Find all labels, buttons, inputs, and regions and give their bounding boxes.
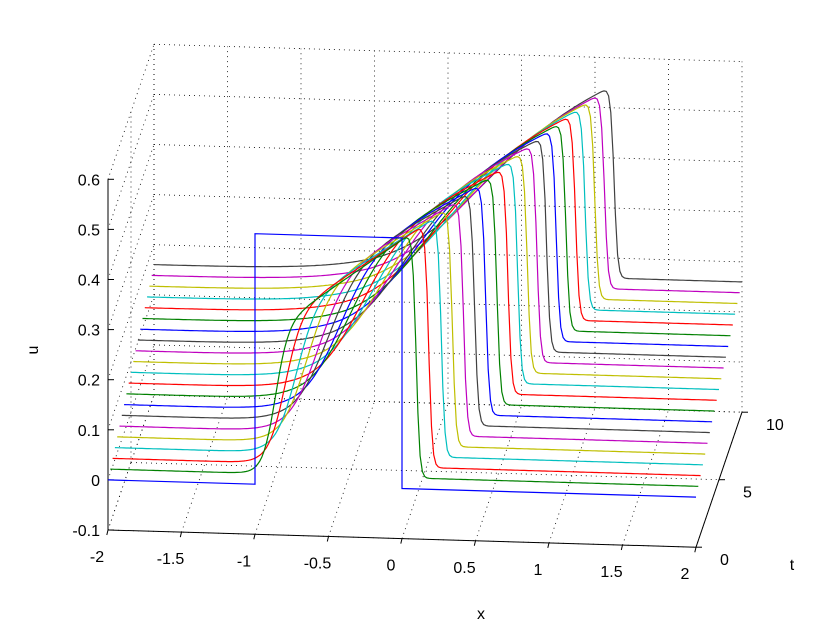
x-tick [694,547,697,553]
u-tick-label: 0.1 [78,423,100,440]
x-tick [473,540,476,546]
series-line [107,233,697,498]
grid-line [153,144,743,163]
series-line [128,171,717,401]
series-line [153,90,742,283]
series-line [121,195,710,434]
x-tick-label: -2 [90,549,104,566]
series-line [135,148,724,369]
u-axis-label: u [25,346,42,355]
x-tick [400,538,403,544]
x-tick-label: 0.5 [453,560,475,577]
series-line [140,133,729,348]
series-line [114,220,703,466]
t-axis-label: t [790,557,795,574]
x-tick-label: 0 [387,558,396,575]
series-line [137,140,726,358]
u-tick-label: 0.3 [78,323,100,340]
grid-line [153,244,743,263]
u-tick-label: 0 [91,473,100,490]
x-tick-label: 2 [681,566,690,583]
x-axis-label: x [477,606,485,623]
grid-line [107,94,155,230]
series-line [117,212,706,455]
u-tick-label: -0.1 [72,523,100,540]
x-tick [106,529,109,536]
u-tick-label: 0.2 [78,373,100,390]
series-line [112,228,701,477]
grid-line [153,344,743,363]
x-tick [620,544,623,551]
u-tick-label: 0.6 [78,172,100,189]
series-line [124,187,713,423]
t-tick-label: 5 [743,485,752,502]
grid-line [153,294,743,313]
x-tick-label: -1.5 [157,551,185,568]
series-line [119,204,708,444]
x-tick-label: 1.5 [600,564,622,581]
u-tick-label: 0.4 [78,273,100,290]
series-layer [107,90,742,498]
x-tick-label: -0.5 [304,555,332,572]
series-line [126,179,715,412]
x-tick-label: 1 [534,562,543,579]
series-line [151,97,740,294]
axes-layer: -2 -1.5 -1 -0.5 0 0.5 1 1.5 2 0 5 10 -0.1 0 0.1 0.2 0.3 0… [72,172,783,583]
series-line [147,111,736,315]
x-tick [179,532,182,538]
x-tick-label: -1 [237,553,251,570]
u-tick-label: 0.5 [78,222,100,239]
t-tick-label: 0 [720,552,729,569]
grid-line [153,43,743,62]
x-tick [253,534,256,540]
x-tick [547,542,550,549]
series-line [142,125,731,337]
grid-line [153,94,743,112]
series-line [110,237,699,487]
t-tick-label: 10 [766,417,784,434]
series-line [144,118,733,326]
grid-line [153,194,743,213]
x-tick [326,536,329,542]
grid-line [254,399,302,535]
labels-layer: x t u [25,346,795,623]
series-line [133,155,722,380]
grid-line [401,403,449,539]
grid-line [130,462,720,481]
